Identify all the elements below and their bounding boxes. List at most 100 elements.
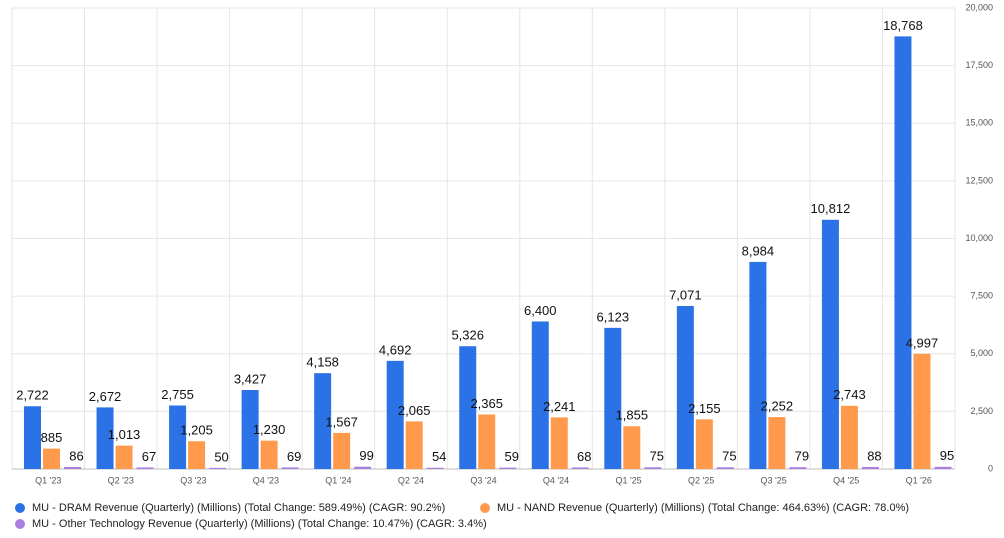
y-tick-label: 20,000: [965, 2, 993, 12]
bar: [550, 417, 568, 469]
y-tick-label: 10,000: [965, 233, 993, 243]
data-label: 4,997: [906, 335, 939, 350]
data-label: 50: [214, 449, 228, 464]
bar: [405, 421, 423, 469]
bar: [571, 467, 589, 469]
y-tick-label: 0: [988, 463, 993, 473]
x-tick-label: Q2 '25: [688, 475, 714, 485]
x-tick-label: Q3 '24: [470, 475, 496, 485]
bar: [821, 219, 839, 469]
data-label: 4,692: [379, 342, 412, 357]
data-label: 2,755: [161, 387, 194, 402]
x-tick-label: Q1 '25: [615, 475, 641, 485]
bar: [934, 466, 952, 469]
data-label: 2,743: [833, 387, 866, 402]
bar: [64, 467, 81, 469]
x-tick-label: Q3 '23: [180, 475, 206, 485]
data-label: 10,812: [811, 201, 851, 216]
data-label: 1,205: [180, 423, 213, 438]
data-label: 4,158: [306, 355, 339, 370]
legend-marker: [15, 519, 25, 529]
data-label: 2,065: [398, 403, 431, 418]
data-label: 6,400: [524, 303, 557, 318]
data-label: 75: [650, 449, 664, 464]
bar: [478, 414, 496, 469]
data-label: 7,071: [669, 287, 702, 302]
data-label: 6,123: [597, 309, 630, 324]
data-label: 18,768: [883, 18, 923, 33]
data-label: 2,155: [688, 401, 721, 416]
bar: [209, 467, 227, 469]
bar: [281, 467, 299, 469]
data-label: 3,427: [234, 371, 267, 386]
y-tick-label: 2,500: [970, 406, 993, 416]
bar: [386, 360, 404, 469]
bar: [894, 36, 912, 470]
legend-marker: [480, 503, 490, 513]
bar: [43, 448, 60, 469]
bar: [644, 467, 662, 469]
bar: [716, 467, 734, 469]
data-label: 2,252: [761, 399, 794, 414]
x-tick-label: Q1 '23: [35, 475, 61, 485]
data-label: 2,672: [89, 389, 122, 404]
data-label: 54: [432, 449, 446, 464]
x-tick-label: Q4 '25: [833, 475, 859, 485]
bar: [913, 353, 931, 469]
bar: [604, 327, 622, 469]
data-label: 1,230: [253, 422, 286, 437]
bar: [623, 426, 641, 469]
bar: [861, 466, 879, 469]
bar: [24, 406, 41, 469]
bar: [136, 467, 154, 469]
data-label: 59: [504, 449, 518, 464]
data-label: 99: [359, 448, 373, 463]
bar: [459, 346, 477, 469]
y-tick-label: 5,000: [970, 348, 993, 358]
legend-label: MU - DRAM Revenue (Quarterly) (Millions)…: [32, 502, 445, 514]
bar: [695, 419, 713, 469]
bar: [314, 373, 332, 469]
bar: [789, 467, 807, 469]
y-tick-label: 12,500: [965, 175, 993, 185]
data-label: 67: [142, 449, 156, 464]
x-tick-label: Q1 '24: [325, 475, 351, 485]
bar: [188, 441, 206, 469]
bar: [768, 417, 786, 469]
data-label: 75: [722, 449, 736, 464]
data-label: 2,241: [543, 399, 576, 414]
y-tick-label: 17,500: [965, 60, 993, 70]
data-label: 2,722: [16, 388, 49, 403]
y-tick-label: 15,000: [965, 118, 993, 128]
bar: [260, 440, 278, 469]
data-label: 86: [69, 448, 83, 463]
y-tick-label: 7,500: [970, 291, 993, 301]
bar: [333, 432, 351, 469]
bar: [840, 405, 858, 469]
data-label: 1,567: [325, 414, 358, 429]
data-label: 2,365: [470, 396, 503, 411]
bar: [426, 467, 444, 469]
bar: [531, 321, 549, 469]
bar: [96, 407, 114, 469]
bar: [169, 405, 187, 469]
x-tick-label: Q4 '24: [543, 475, 569, 485]
data-label: 69: [287, 449, 301, 464]
x-tick-label: Q2 '24: [398, 475, 424, 485]
data-label: 95: [940, 448, 954, 463]
data-label: 1,013: [108, 427, 141, 442]
legend-marker: [15, 503, 25, 513]
bar: [749, 261, 767, 469]
data-label: 79: [795, 449, 809, 464]
bar: [115, 445, 133, 469]
x-tick-label: Q2 '23: [108, 475, 134, 485]
data-label: 88: [867, 448, 881, 463]
bar: [676, 306, 694, 469]
data-label: 8,984: [742, 243, 775, 258]
bar: [499, 467, 517, 469]
legend-label: MU - Other Technology Revenue (Quarterly…: [32, 518, 487, 530]
legend-label: MU - NAND Revenue (Quarterly) (Millions)…: [497, 502, 909, 514]
x-tick-label: Q4 '23: [253, 475, 279, 485]
bar: [241, 390, 259, 469]
